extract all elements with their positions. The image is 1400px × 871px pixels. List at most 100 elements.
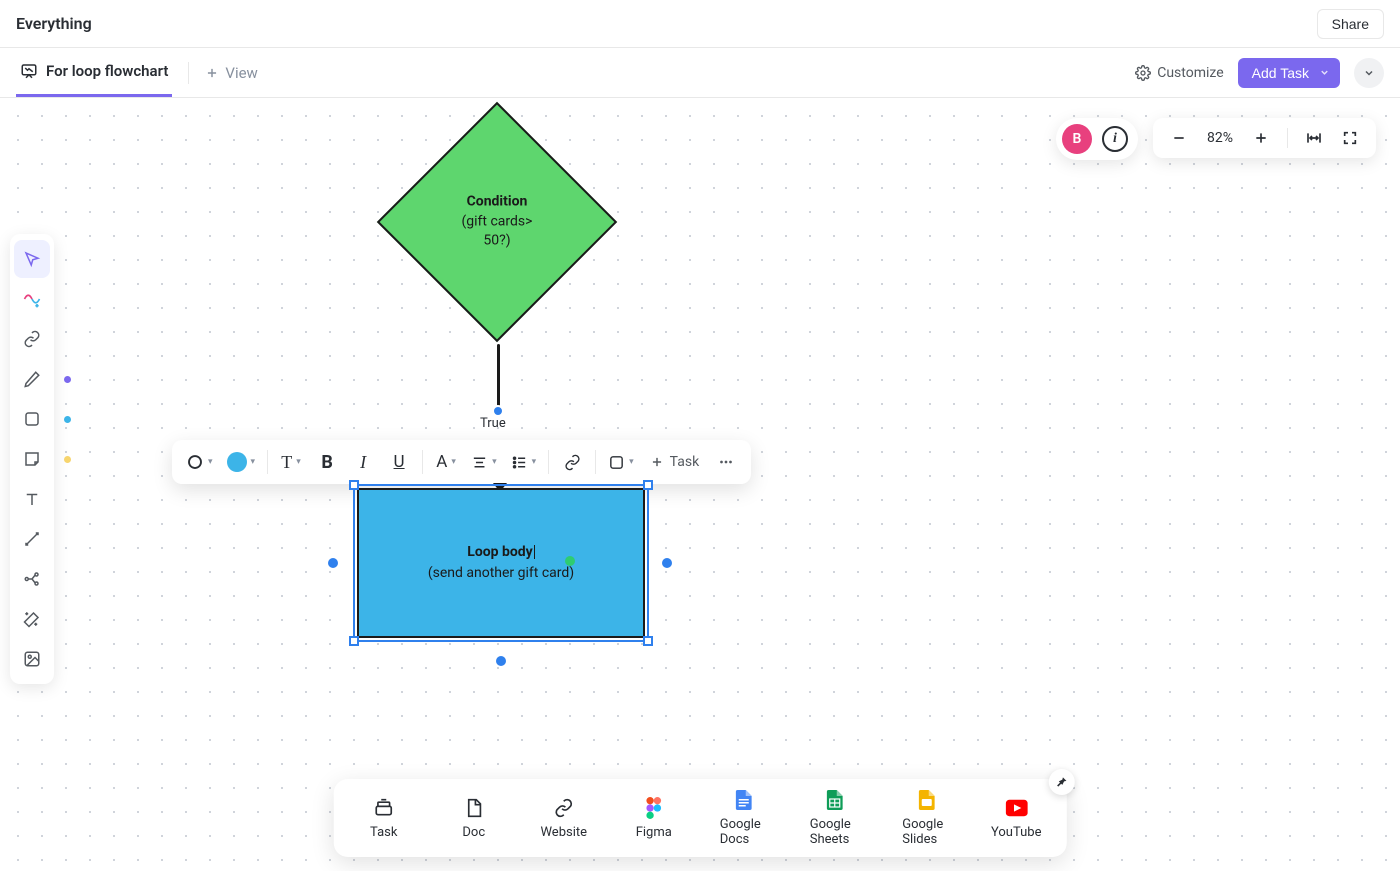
dock-doc[interactable]: Doc [450, 797, 498, 840]
dock-label: Doc [462, 825, 485, 840]
more-button[interactable] [709, 445, 743, 479]
sticky-tool[interactable] [14, 440, 50, 478]
bold-button[interactable]: B [310, 445, 344, 479]
dock-label: Figma [636, 825, 672, 840]
fullscreen-button[interactable] [1336, 124, 1364, 152]
gdocs-icon [733, 789, 755, 811]
zoom-out-button[interactable] [1165, 124, 1193, 152]
edge-line[interactable] [497, 344, 500, 406]
font-button[interactable]: T▾ [274, 445, 308, 479]
text-color-button[interactable]: A▾ [429, 445, 463, 479]
bottom-dock: Task Doc Website Fi [334, 779, 1067, 857]
format-toolbar: ▾ ▾ T▾ B I U A▾ ▾ ▾ ▾ [172, 440, 751, 484]
page-title: Everything [16, 14, 92, 33]
add-task-button[interactable]: Add Task [1238, 58, 1340, 88]
select-tool[interactable] [14, 240, 50, 278]
fill-color-button[interactable]: ▾ [221, 445, 262, 479]
avatar[interactable]: B [1062, 124, 1092, 154]
condition-sub1: (gift cards> [417, 212, 577, 232]
dock-label: Website [540, 825, 587, 840]
fit-width-button[interactable] [1300, 124, 1328, 152]
mindmap-tool[interactable] [14, 560, 50, 598]
connector-dot-right[interactable] [662, 558, 672, 568]
top-header: Everything Share [0, 0, 1400, 48]
more-dropdown-button[interactable] [1354, 58, 1384, 88]
tab-bar: For loop flowchart View Customize Add Ta… [0, 48, 1400, 98]
zoom-level[interactable]: 82% [1201, 130, 1239, 146]
divider [595, 450, 596, 474]
whiteboard-icon [20, 62, 38, 80]
divider [1287, 128, 1288, 148]
underline-button[interactable]: U [382, 445, 416, 479]
canvas[interactable]: B i 82% [0, 98, 1400, 871]
gslides-icon [915, 789, 937, 811]
doc-icon [463, 797, 485, 819]
dock-label: YouTube [991, 825, 1042, 840]
dock-youtube[interactable]: YouTube [992, 797, 1040, 840]
tab-flowchart[interactable]: For loop flowchart [16, 48, 172, 97]
connector-dot-inner[interactable] [565, 556, 575, 566]
tab-label: For loop flowchart [46, 62, 168, 80]
border-style-button[interactable]: ▾ [180, 445, 219, 479]
connector-tool[interactable] [14, 520, 50, 558]
plus-icon [205, 66, 219, 80]
task-icon [373, 797, 395, 819]
fill-swatch [227, 452, 247, 472]
dock-gslides[interactable]: Google Slides [902, 789, 950, 847]
dock-figma[interactable]: Figma [630, 797, 678, 840]
text-tool[interactable] [14, 480, 50, 518]
pin-button[interactable] [1048, 769, 1074, 795]
customize-label: Customize [1157, 65, 1223, 81]
link-tool[interactable] [14, 320, 50, 358]
color-dot [64, 416, 71, 423]
loop-subtitle: (send another gift card) [359, 563, 643, 584]
gsheets-icon [824, 789, 846, 811]
italic-button[interactable]: I [346, 445, 380, 479]
task-label: Task [670, 454, 700, 470]
share-button[interactable]: Share [1317, 9, 1384, 39]
zoom-bar: 82% [1153, 118, 1376, 158]
divider [548, 450, 549, 474]
color-dot [64, 456, 71, 463]
zoom-in-button[interactable] [1247, 124, 1275, 152]
dock-website[interactable]: Website [540, 797, 588, 840]
dock-label: Google Sheets [810, 817, 861, 847]
text-cursor [534, 545, 535, 559]
link-icon [553, 797, 575, 819]
loop-text[interactable]: Loop body (send another gift card) [359, 542, 643, 584]
info-icon[interactable]: i [1102, 126, 1128, 152]
divider [188, 62, 189, 84]
add-view-label: View [225, 64, 257, 82]
ai-tool[interactable] [14, 280, 50, 318]
add-view-button[interactable]: View [205, 64, 257, 82]
link-button[interactable] [555, 445, 589, 479]
connector-dot-left[interactable] [328, 558, 338, 568]
dock-gsheets[interactable]: Google Sheets [810, 789, 861, 847]
loop-body-node[interactable]: Loop body (send another gift card) [357, 488, 645, 638]
chevron-down-icon [1319, 67, 1330, 78]
list-button[interactable]: ▾ [505, 445, 543, 479]
divider [422, 450, 423, 474]
condition-text: Condition (gift cards> 50?) [417, 193, 577, 252]
dock-label: Google Docs [720, 817, 768, 847]
image-tool[interactable] [14, 640, 50, 678]
add-task-label: Add Task [1252, 65, 1309, 81]
youtube-icon [1005, 797, 1027, 819]
convert-task-button[interactable]: Task [642, 445, 708, 479]
condition-sub2: 50?) [417, 232, 577, 252]
gear-icon [1135, 65, 1151, 81]
connector-dot-bottom[interactable] [496, 656, 506, 666]
shape-change-button[interactable]: ▾ [602, 445, 640, 479]
customize-button[interactable]: Customize [1135, 65, 1223, 81]
color-dot [64, 376, 71, 383]
shape-tool[interactable] [14, 400, 50, 438]
condition-node[interactable]: Condition (gift cards> 50?) [377, 102, 617, 342]
align-button[interactable]: ▾ [465, 445, 503, 479]
dock-gdocs[interactable]: Google Docs [720, 789, 768, 847]
magic-tool[interactable] [14, 600, 50, 638]
pen-tool[interactable] [14, 360, 50, 398]
figma-icon [643, 797, 665, 819]
dock-task[interactable]: Task [360, 797, 408, 840]
edge-label[interactable]: True [480, 416, 506, 431]
tool-rail [10, 234, 54, 684]
